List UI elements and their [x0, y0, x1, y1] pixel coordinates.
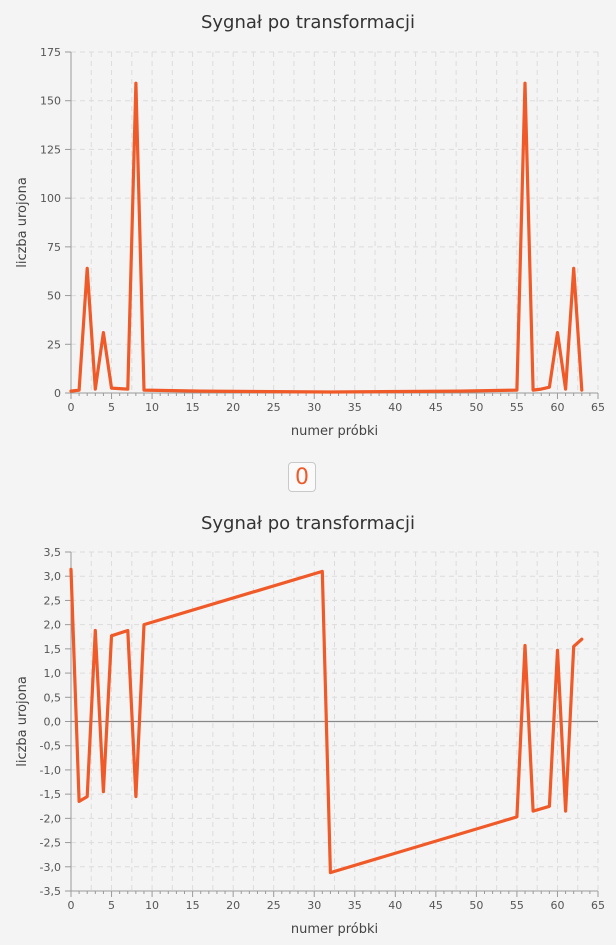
x-tick-label: 15 [186, 401, 200, 414]
x-tick-label: 5 [108, 401, 115, 414]
chart-panel-top: Sygnał po transformacji 0 5 10 15 20 25 30 35 40… [0, 0, 616, 455]
x-tick-label: 65 [591, 401, 605, 414]
y-tick-label: 0,0 [44, 716, 62, 729]
x-tick-label: 45 [429, 899, 443, 912]
x-axis-title: numer próbki [291, 922, 378, 937]
x-tick-label: 20 [226, 899, 240, 912]
y-tick-label: -2,5 [40, 837, 61, 850]
y-tick-label: 0 [54, 387, 61, 400]
x-tick-label: 30 [307, 401, 321, 414]
chart-panel-bottom: Sygnał po transformacji 0 5 10 15 20 25 30 35 40… [0, 505, 616, 945]
y-tick-label: 3,5 [44, 546, 62, 559]
toggle-button[interactable]: 0 [288, 462, 316, 492]
x-tick-label: 35 [348, 899, 362, 912]
y-axis-title: liczba urojona [15, 177, 30, 268]
y-tick-label: 150 [40, 95, 61, 108]
x-tick-label: 20 [226, 401, 240, 414]
line-chart-top: 0 5 10 15 20 25 30 35 40 45 50 55 60 65 0 25 50 75 100 125 1… [15, 46, 605, 439]
y-axis-title: liczba urojona [15, 676, 30, 767]
y-tick-label: -1,5 [40, 788, 61, 801]
x-tick-label: 40 [388, 899, 402, 912]
y-tick-label: 1,5 [44, 643, 62, 656]
series-line [69, 81, 584, 394]
x-tick-label: 5 [108, 899, 115, 912]
x-tick-label: 60 [550, 401, 564, 414]
x-tick-label: 25 [267, 899, 281, 912]
line-chart-bottom: 0 5 10 15 20 25 30 35 40 45 50 55 60 65 3,5 3,0 2,5 2,0 1,… [15, 546, 605, 937]
x-tick-label: 30 [307, 899, 321, 912]
chart-title: Sygnał po transformacji [200, 12, 416, 33]
x-tick-label: 50 [469, 899, 483, 912]
x-tick-label: 15 [186, 899, 200, 912]
chart-title: Sygnał po transformacji [200, 513, 416, 534]
y-tick-label: 100 [40, 192, 61, 205]
y-tick-label: 175 [40, 46, 61, 59]
y-tick-label: -1,0 [40, 764, 61, 777]
x-tick-label: 55 [510, 401, 524, 414]
y-tick-label: 125 [40, 143, 61, 156]
x-tick-label: 0 [68, 899, 75, 912]
x-tick-label: 0 [68, 401, 75, 414]
y-tick-label: 2,5 [44, 594, 62, 607]
y-tick-label: -2,0 [40, 812, 61, 825]
y-tick-label: 3,0 [44, 570, 62, 583]
x-tick-label: 55 [510, 899, 524, 912]
x-tick-label: 10 [145, 401, 159, 414]
x-tick-label: 25 [267, 401, 281, 414]
y-tick-label: -3,0 [40, 861, 61, 874]
x-tick-label: 35 [348, 401, 362, 414]
y-tick-label: 0,5 [44, 691, 62, 704]
x-tick-label: 40 [388, 401, 402, 414]
x-axis-title: numer próbki [291, 424, 378, 439]
y-tick-label: 50 [47, 290, 61, 303]
x-tick-label: 10 [145, 899, 159, 912]
y-tick-label: -0,5 [40, 740, 61, 753]
y-tick-label: -3,5 [40, 885, 61, 898]
y-tick-label: 1,0 [44, 667, 62, 680]
x-tick-label: 45 [429, 401, 443, 414]
x-tick-label: 50 [469, 401, 483, 414]
x-tick-label: 60 [550, 899, 564, 912]
y-tick-label: 75 [47, 241, 61, 254]
series-line [69, 567, 584, 875]
y-tick-label: 2,0 [44, 619, 62, 632]
y-tick-label: 25 [47, 338, 61, 351]
x-tick-label: 65 [591, 899, 605, 912]
